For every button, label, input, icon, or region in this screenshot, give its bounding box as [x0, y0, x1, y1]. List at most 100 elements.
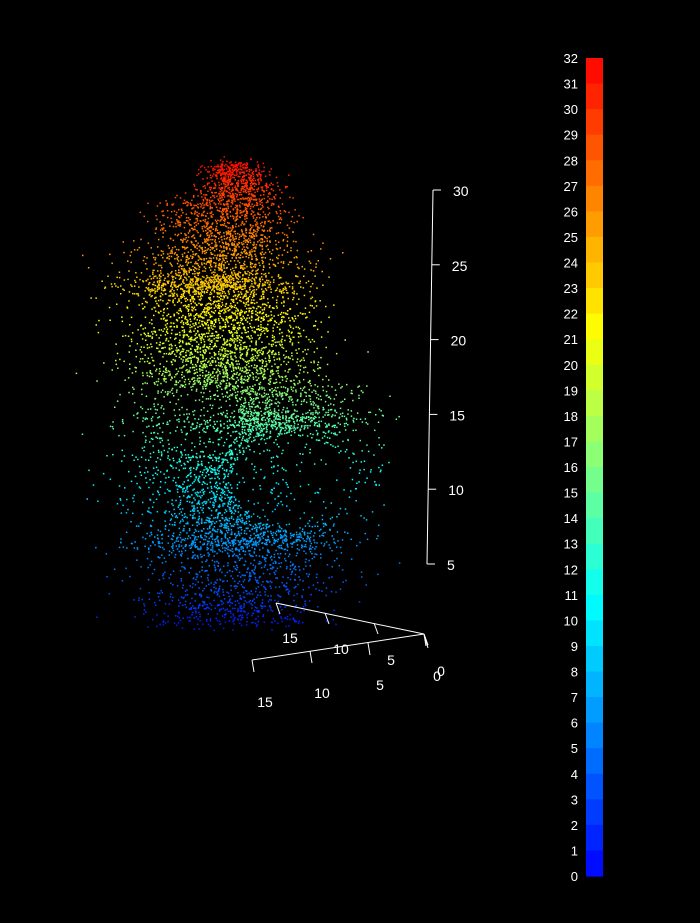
cloud-point [254, 280, 256, 282]
cloud-point [205, 608, 207, 610]
cloud-point [366, 385, 368, 387]
cloud-point [147, 408, 149, 411]
cloud-point [234, 395, 237, 397]
cloud-point [238, 444, 240, 446]
cloud-point [271, 353, 273, 355]
cloud-point [217, 384, 220, 386]
cloud-point [256, 411, 258, 414]
cloud-point [157, 417, 159, 419]
cloud-point [253, 243, 255, 245]
cloud-point [212, 371, 214, 373]
cloud-point [259, 372, 261, 375]
cloud-point [179, 570, 182, 572]
cloud-point [127, 508, 129, 511]
cloud-point [224, 497, 226, 500]
cloud-point [202, 543, 204, 546]
cloud-point [220, 346, 223, 348]
cloud-point [175, 286, 177, 288]
cloud-point [256, 412, 259, 415]
cloud-point [183, 335, 185, 337]
cloud-point [256, 365, 258, 367]
cloud-point [184, 467, 187, 469]
cloud-point [222, 161, 224, 163]
cloud-point [184, 269, 186, 271]
cloud-point [203, 407, 205, 409]
cloud-point [168, 258, 170, 260]
cloud-point [294, 317, 297, 320]
cloud-point [237, 281, 239, 284]
cloud-point [120, 538, 122, 540]
cloud-point [209, 315, 212, 317]
cloud-point [215, 496, 217, 498]
cloud-point [240, 346, 242, 348]
cloud-point [241, 377, 243, 380]
cloud-point [159, 441, 162, 444]
cloud-point [195, 521, 198, 524]
cloud-point [180, 555, 183, 557]
cloud-point [215, 582, 217, 584]
cloud-point [249, 420, 251, 422]
cloud-point [333, 432, 335, 435]
cloud-point [199, 336, 201, 338]
cloud-point [269, 174, 271, 176]
cloud-point [271, 629, 273, 631]
cloud-point [283, 535, 285, 537]
cloud-point [245, 164, 247, 166]
cloud-point [179, 499, 182, 502]
cloud-point [310, 542, 313, 545]
cloud-point [293, 568, 295, 570]
cloud-point [209, 404, 211, 406]
cloud-point [158, 285, 160, 287]
cloud-point [221, 544, 223, 547]
cloud-point [301, 420, 303, 422]
cloud-point [235, 430, 238, 433]
cloud-point [204, 198, 207, 200]
cloud-point [230, 239, 232, 241]
cloud-point [230, 453, 233, 455]
cloud-point [270, 609, 272, 611]
cloud-point [255, 259, 258, 261]
cloud-point [318, 374, 320, 377]
cloud-point [205, 314, 208, 317]
cloud-point [192, 234, 195, 236]
cloud-point [256, 610, 258, 612]
cloud-point [193, 513, 196, 515]
cloud-point [269, 229, 271, 231]
cloud-point [147, 202, 149, 205]
cloud-point [269, 281, 272, 283]
cloud-point [215, 364, 217, 367]
cloud-point [235, 223, 237, 225]
cloud-point [210, 582, 212, 584]
cloud-point [218, 460, 220, 463]
cloud-point [232, 326, 234, 329]
cloud-point [224, 281, 227, 283]
cloud-point [203, 284, 205, 286]
cloud-point [170, 573, 172, 576]
cloud-point [246, 253, 248, 255]
cloud-point [237, 344, 239, 347]
cloud-point [223, 339, 225, 341]
cloud-point [283, 432, 286, 435]
cloud-point [239, 614, 241, 617]
cloud-point [208, 553, 211, 556]
cloud-point [178, 278, 181, 280]
cloud-point [238, 544, 240, 546]
cloud-point [239, 321, 241, 324]
cloud-point [247, 173, 249, 175]
cloud-point [280, 277, 282, 279]
cloud-point [231, 570, 234, 573]
cloud-point [158, 287, 160, 290]
cloud-point [286, 378, 288, 380]
cloud-point [240, 406, 242, 408]
cloud-point [162, 370, 165, 373]
cloud-point [236, 340, 238, 342]
cloud-point [243, 172, 245, 175]
cloud-point [320, 356, 322, 359]
cloud-point [175, 391, 178, 393]
cloud-point [281, 609, 283, 611]
cloud-point [271, 427, 274, 430]
cloud-point [178, 418, 180, 421]
cloud-point [328, 276, 330, 278]
cloud-point [157, 246, 159, 248]
cloud-point [239, 451, 241, 454]
